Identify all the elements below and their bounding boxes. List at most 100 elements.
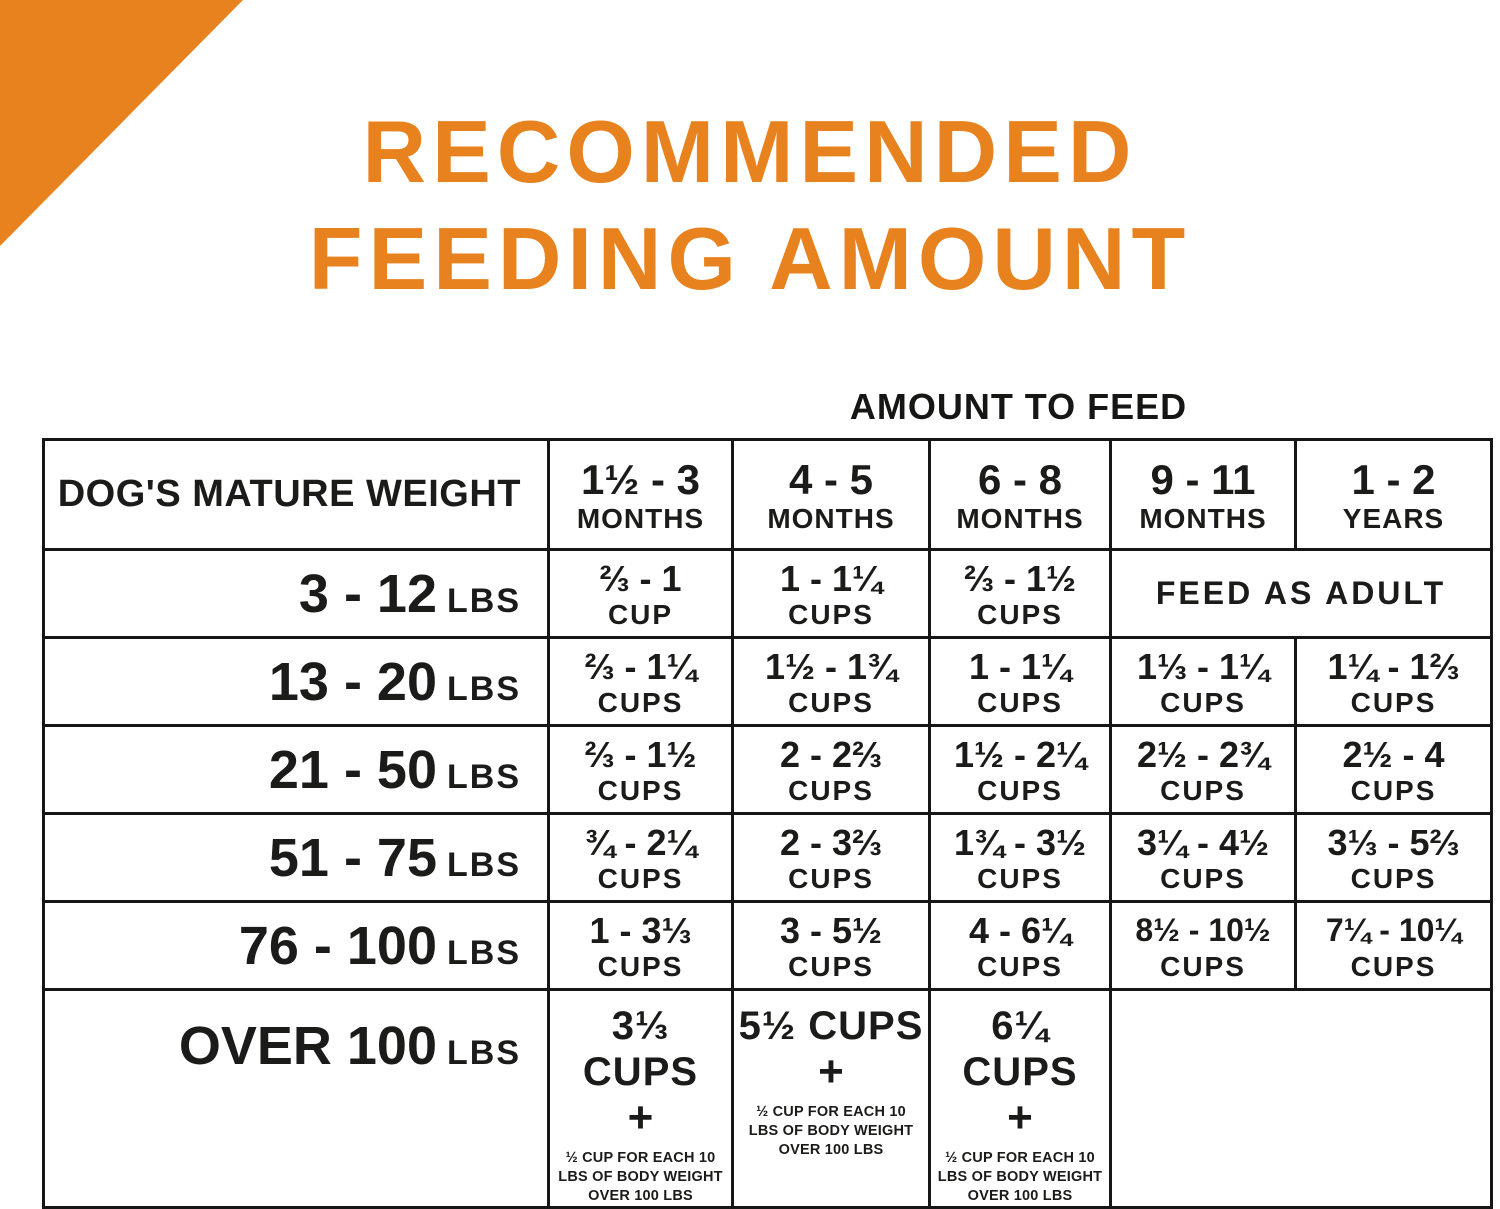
amount-cell: 1¾ - 3½ CUPS [928, 812, 1112, 903]
amount-cell: 1 - 1¼ CUPS [731, 548, 931, 639]
amount-range: 1 - 3⅓ [589, 909, 692, 951]
amount-cell: 3⅓ - 5⅔ CUPS [1294, 812, 1493, 903]
amount-range: 2 - 3⅔ [779, 821, 883, 863]
amount-unit: CUPS [1350, 862, 1437, 894]
weight-cell: 76 - 100 LBS [42, 900, 550, 991]
amount-unit: CUPS [977, 686, 1063, 718]
amount-range: 1½ - 1¾ [764, 645, 898, 687]
puppy-amount-cell: 3⅓ CUPS + ½ CUP FOR EACH 10 LBS OF BODY … [547, 988, 734, 1209]
amount-main: 6¼ CUPS [962, 1004, 1078, 1094]
weight-range: 21 - 50 [268, 739, 437, 800]
weight-range: 76 - 100 [238, 915, 437, 976]
amount-main: 5½ CUPS [738, 1004, 924, 1048]
empty-cell [1109, 988, 1493, 1209]
amount-cell: 3 - 5½ CUPS [731, 900, 931, 991]
weight-range: 13 - 20 [268, 651, 437, 712]
weight-range: 3 - 12 [298, 563, 437, 624]
amount-range: 1¼ - 1⅔ [1327, 645, 1460, 687]
amount-range: 2 - 2⅔ [779, 733, 883, 775]
puppy-amount-cell: 6¼ CUPS + ½ CUP FOR EACH 10 LBS OF BODY … [928, 988, 1112, 1209]
amount-unit: CUPS [1350, 686, 1437, 718]
plus-sign: + [818, 1047, 844, 1096]
amount-cell: 1⅓ - 1¼ CUPS [1109, 636, 1297, 727]
page-title-line2: FEEDING AMOUNT [308, 209, 1192, 308]
plus-sign: + [627, 1093, 654, 1142]
amount-main: 3⅓ CUPS [582, 1004, 699, 1094]
amount-range: ⅔ - 1½ [584, 733, 697, 775]
amount-range: 8½ - 10½ [1135, 911, 1271, 948]
weight-cell: 21 - 50 LBS [42, 724, 550, 815]
weight-unit: LBS [447, 1034, 521, 1072]
amount-range: 1 - 1¼ [968, 645, 1072, 687]
amount-range: 2½ - 2¾ [1136, 733, 1270, 775]
table-header-row: DOG'S MATURE WEIGHT 1½ - 3 MONTHS 4 - 5 … [42, 438, 1493, 551]
amount-cell: 4 - 6¼ CUPS [928, 900, 1112, 991]
column-header-weight: DOG'S MATURE WEIGHT [42, 438, 550, 551]
amount-cell: ⅔ - 1¼ CUPS [547, 636, 734, 727]
weight-unit: LBS [447, 669, 521, 708]
amount-range: 1½ - 2¼ [953, 733, 1087, 775]
amount-range: 3 - 5½ [779, 909, 883, 951]
amount-unit: CUPS [1160, 950, 1246, 982]
age-unit: MONTHS [767, 502, 895, 534]
amount-unit: CUPS [1350, 774, 1437, 806]
amount-cell: 2½ - 2¾ CUPS [1109, 724, 1297, 815]
amount-range: ⅔ - 1½ [963, 557, 1077, 599]
age-unit: MONTHS [576, 502, 705, 534]
amount-unit: CUPS [788, 686, 874, 718]
amount-cell: ⅔ - 1½ CUPS [928, 548, 1112, 639]
amount-range: ¾ - 2¼ [584, 821, 697, 863]
amount-cell: ⅔ - 1 CUP [547, 548, 734, 639]
weight-cell: OVER 100 LBS [42, 988, 550, 1209]
column-header-age-3: 6 - 8 MONTHS [928, 438, 1112, 551]
amount-unit: CUPS [977, 950, 1063, 982]
amount-unit: CUPS [1160, 862, 1246, 894]
page-title: RECOMMENDED FEEDING AMOUNT [0, 98, 1500, 312]
weight-range: OVER 100 [178, 1016, 437, 1076]
amount-cell: 1 - 1¼ CUPS [928, 636, 1112, 727]
weight-unit: LBS [447, 581, 521, 620]
amount-cell: 2½ - 4 CUPS [1294, 724, 1493, 815]
weight-cell: 51 - 75 LBS [42, 812, 550, 903]
amount-unit: CUPS [1160, 774, 1246, 806]
weight-unit: LBS [447, 933, 521, 972]
age-range: 1½ - 3 [580, 455, 701, 503]
age-range: 1 - 2 [1351, 455, 1436, 503]
age-range: 9 - 11 [1150, 455, 1256, 503]
amount-range: 4 - 6¼ [968, 909, 1072, 951]
column-header-age-1: 1½ - 3 MONTHS [547, 438, 734, 551]
amount-cell: ⅔ - 1½ CUPS [547, 724, 734, 815]
amount-cell: 1¼ - 1⅔ CUPS [1294, 636, 1493, 727]
table-row: 21 - 50 LBS ⅔ - 1½ CUPS 2 - 2⅔ CUPS 1½ - … [42, 724, 1493, 815]
amount-note: ½ CUP FOR EACH 10 LBS OF BODY WEIGHT OVE… [748, 1104, 914, 1158]
amount-unit: CUPS [597, 950, 684, 982]
table-row: 13 - 20 LBS ⅔ - 1¼ CUPS 1½ - 1¾ CUPS 1 - … [42, 636, 1493, 727]
amount-cell: 1 - 3⅓ CUPS [547, 900, 734, 991]
amount-note: ½ CUP FOR EACH 10 LBS OF BODY WEIGHT OVE… [558, 1150, 723, 1204]
column-header-age-4: 9 - 11 MONTHS [1109, 438, 1297, 551]
amount-unit: CUPS [977, 774, 1063, 806]
amount-cell: 8½ - 10½ CUPS [1109, 900, 1297, 991]
weight-range: 51 - 75 [268, 827, 437, 888]
amount-range: 1 - 1¼ [779, 557, 883, 599]
amount-unit: CUPS [597, 774, 684, 806]
feed-as-adult-cell: FEED AS ADULT [1109, 548, 1493, 639]
amount-range: ⅔ - 1 [599, 557, 682, 599]
amount-cell: ¾ - 2¼ CUPS [547, 812, 734, 903]
amount-unit: CUPS [597, 686, 684, 718]
table-row: 3 - 12 LBS ⅔ - 1 CUP 1 - 1¼ CUPS ⅔ - 1½ C… [42, 548, 1493, 639]
weight-unit: LBS [447, 845, 521, 884]
page-title-line1: RECOMMENDED [362, 102, 1138, 201]
table-row: 51 - 75 LBS ¾ - 2¼ CUPS 2 - 3⅔ CUPS 1¾ - … [42, 812, 1493, 903]
amount-unit: CUP [607, 598, 674, 630]
weight-cell: 13 - 20 LBS [42, 636, 550, 727]
column-header-age-2: 4 - 5 MONTHS [731, 438, 931, 551]
weight-unit: LBS [447, 757, 521, 796]
table-row: 76 - 100 LBS 1 - 3⅓ CUPS 3 - 5½ CUPS 4 - … [42, 900, 1493, 991]
feeding-table: DOG'S MATURE WEIGHT 1½ - 3 MONTHS 4 - 5 … [42, 438, 1493, 1209]
age-range: 6 - 8 [977, 455, 1063, 503]
puppy-amount-cell: 5½ CUPS + ½ CUP FOR EACH 10 LBS OF BODY … [731, 988, 931, 1209]
plus-sign: + [1007, 1093, 1033, 1142]
amount-unit: CUPS [597, 862, 684, 894]
amount-range: 3¼ - 4½ [1136, 821, 1270, 863]
